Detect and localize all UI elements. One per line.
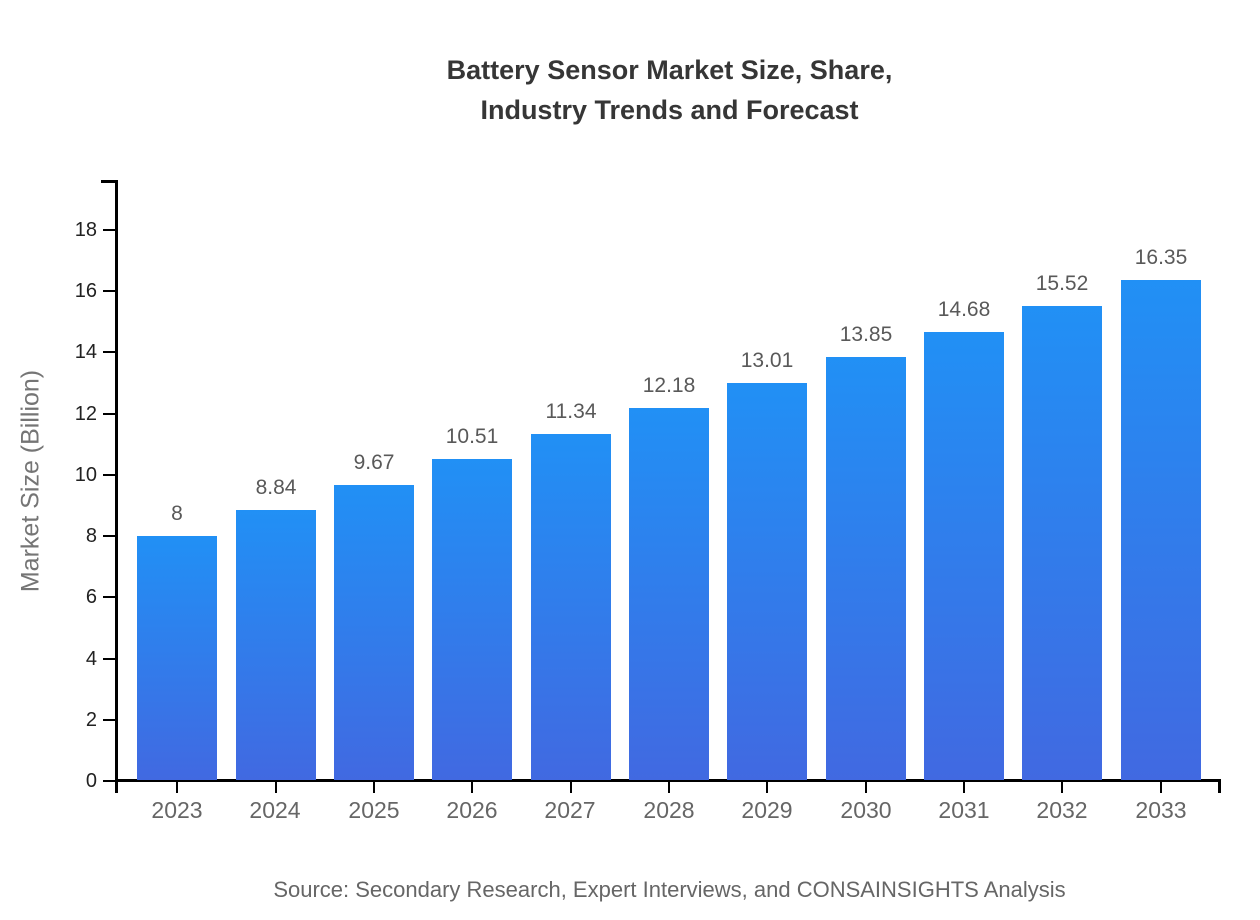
bar [531,434,611,780]
x-tick-label: 2026 [446,797,498,823]
bar-value-label: 8.84 [255,476,297,499]
y-tick-label: 10 [74,464,97,486]
bar [924,332,1004,780]
bar-value-label: 9.67 [353,451,395,474]
y-tick [103,229,115,231]
x-tick [1061,782,1063,793]
y-tick-label: 12 [74,403,97,425]
y-tick-label: 18 [74,219,97,241]
x-tick-label: 2027 [544,797,596,823]
bar [432,459,512,780]
y-axis-end-cap [101,180,115,183]
bar-value-label: 11.34 [545,400,597,423]
bar-value-label: 13.85 [839,323,893,346]
x-tick-label: 2029 [741,797,793,823]
x-tick [570,782,572,793]
y-tick [103,780,115,782]
x-tick-label: 2024 [249,797,301,823]
bar-value-label: 13.01 [740,349,794,372]
bar [1022,306,1102,780]
bar-value-label: 12.18 [642,374,696,397]
x-tick-label: 2023 [151,797,203,823]
x-tick [668,782,670,793]
bar-value-label: 14.68 [937,298,991,321]
x-tick [865,782,867,793]
y-tick-label: 6 [85,586,97,608]
x-tick-label: 2033 [1135,797,1187,823]
y-tick [103,474,115,476]
x-tick-label: 2031 [938,797,990,823]
bar-value-label: 10.51 [445,425,499,448]
y-tick-label: 4 [85,648,97,670]
chart-title: Battery Sensor Market Size, Share, Indus… [118,50,1221,130]
y-tick-label: 14 [74,341,97,363]
x-axis-end-cap-left [115,779,118,793]
x-tick [963,782,965,793]
x-tick-label: 2030 [840,797,892,823]
chart-title-line-2: Industry Trends and Forecast [480,95,859,125]
x-axis-end-cap-right [1218,779,1221,793]
y-tick-label: 0 [85,770,97,792]
y-tick-label: 2 [85,709,97,731]
x-tick [275,782,277,793]
y-tick [103,596,115,598]
y-tick-label: 16 [74,280,97,302]
x-tick [176,782,178,793]
bar [629,408,709,780]
y-tick [103,719,115,721]
y-tick [103,535,115,537]
x-axis-line [115,779,1221,782]
chart-title-line-1: Battery Sensor Market Size, Share, [446,55,893,85]
y-tick [103,413,115,415]
x-tick-label: 2028 [643,797,695,823]
bar-value-label: 15.52 [1035,272,1089,295]
bar [236,510,316,780]
x-tick [373,782,375,793]
source-note: Source: Secondary Research, Expert Inter… [273,877,1066,902]
bar [1121,280,1201,780]
bar [826,357,906,780]
bar-value-label: 8 [171,502,183,525]
y-axis-line [115,180,118,781]
y-tick-label: 8 [85,525,97,547]
x-tick [471,782,473,793]
x-tick-label: 2025 [348,797,400,823]
y-tick [103,290,115,292]
bar-value-label: 16.35 [1134,246,1188,269]
bar [727,383,807,780]
y-tick [103,658,115,660]
bar [334,485,414,780]
x-tick [1160,782,1162,793]
x-tick-label: 2032 [1036,797,1088,823]
y-tick [103,351,115,353]
x-tick [766,782,768,793]
bar [137,536,217,780]
